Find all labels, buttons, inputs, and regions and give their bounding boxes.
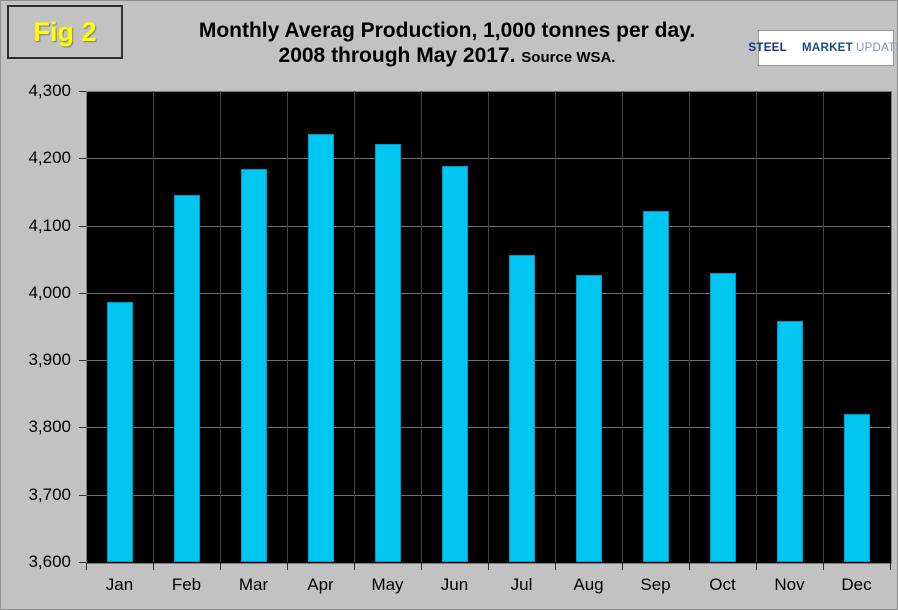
y-axis-tick-label: 4,300 bbox=[28, 81, 71, 100]
x-axis-tick-label: Mar bbox=[238, 575, 269, 594]
bar-sep bbox=[642, 210, 669, 562]
x-axis-tick-mark bbox=[354, 563, 355, 570]
x-axis-tick-label: Apr bbox=[307, 575, 334, 594]
chart-title-line2: 2008 through May 2017. Source WSA. bbox=[129, 43, 765, 70]
y-axis-tick-label: 3,700 bbox=[28, 484, 71, 504]
bar-apr bbox=[307, 134, 334, 562]
gridline-vertical bbox=[287, 91, 288, 562]
x-axis-tick-mark bbox=[421, 563, 422, 570]
gridline-vertical bbox=[220, 91, 221, 562]
x-axis-tick-label: Sep bbox=[640, 575, 671, 594]
bar-jun bbox=[441, 166, 468, 562]
steel-market-update-logo: STEEL MARKET UPDATE bbox=[748, 30, 897, 66]
gridline-vertical bbox=[421, 91, 422, 562]
y-axis-tick-mark bbox=[79, 225, 86, 227]
bar-jul bbox=[508, 255, 535, 562]
y-axis-tick-mark bbox=[79, 360, 86, 362]
x-axis-tick-label: Jul bbox=[510, 575, 533, 594]
x-axis-tick-label: Oct bbox=[709, 575, 736, 594]
y-axis-tick-label: 4,000 bbox=[28, 282, 71, 302]
x-axis-tick-mark bbox=[756, 563, 757, 570]
x-axis-tick-mark bbox=[622, 563, 623, 570]
x-axis-tick-label: Aug bbox=[573, 575, 604, 594]
y-axis-tick-label: 3,600 bbox=[28, 552, 71, 571]
x-axis-tick-label: Jun bbox=[440, 575, 469, 594]
bar-mar bbox=[240, 169, 267, 562]
x-axis-tick-mark bbox=[890, 563, 891, 570]
figure-label-box: Fig 2 bbox=[7, 5, 123, 59]
bar-nov bbox=[776, 321, 803, 562]
y-axis-tick-label: 4,200 bbox=[28, 148, 71, 168]
y-axis-tick-mark bbox=[79, 494, 86, 496]
figure-label: Fig 2 bbox=[33, 16, 97, 47]
bar-oct bbox=[709, 272, 736, 562]
gridline-vertical bbox=[153, 91, 154, 562]
gridline-vertical bbox=[823, 91, 824, 562]
bar-aug bbox=[575, 274, 602, 562]
crescent-icon bbox=[785, 31, 807, 66]
logo-steel-text: STEEL bbox=[748, 42, 787, 54]
logo-update-text: UPDATE bbox=[855, 42, 897, 54]
bar-dec bbox=[843, 413, 870, 562]
y-axis-tick-mark bbox=[79, 292, 86, 294]
x-axis-tick-mark bbox=[220, 563, 221, 570]
gridline-vertical bbox=[555, 91, 556, 562]
gridline-vertical bbox=[689, 91, 690, 562]
x-axis-tick-label: Nov bbox=[774, 575, 805, 594]
bar-jan bbox=[106, 302, 133, 562]
chart-title: Monthly Averag Production, 1,000 tonnes … bbox=[129, 18, 765, 70]
x-axis-tick-mark bbox=[555, 563, 556, 570]
x-axis-tick-mark bbox=[153, 563, 154, 570]
y-axis-tick-label: 3,900 bbox=[28, 350, 71, 370]
chart-title-line1: Monthly Averag Production, 1,000 tonnes … bbox=[198, 19, 696, 42]
gridline-vertical bbox=[756, 91, 757, 562]
x-axis-tick-label: Jan bbox=[105, 575, 134, 594]
bar-may bbox=[374, 144, 401, 562]
bar-feb bbox=[173, 194, 200, 562]
chart-title-source: Source WSA. bbox=[521, 49, 616, 66]
gridline-vertical bbox=[354, 91, 355, 562]
chart-title-period: 2008 through May 2017. bbox=[278, 44, 516, 67]
logo-market-text: MARKET bbox=[801, 42, 853, 54]
x-axis-tick-mark bbox=[823, 563, 824, 570]
x-axis-tick-label: May bbox=[371, 575, 404, 594]
y-axis-tick-mark bbox=[79, 91, 86, 92]
x-axis-tick-mark bbox=[689, 563, 690, 570]
y-axis-tick-mark bbox=[79, 427, 86, 429]
y-axis-tick-label: 4,100 bbox=[28, 215, 71, 235]
x-axis-tick-label: Feb bbox=[171, 575, 202, 594]
gridline-vertical bbox=[622, 91, 623, 562]
gridline-vertical bbox=[488, 91, 489, 562]
y-axis-tick-mark bbox=[79, 158, 86, 160]
y-axis-tick-mark bbox=[79, 562, 86, 563]
x-axis-tick-label: Dec bbox=[841, 575, 872, 594]
plot-area bbox=[86, 91, 892, 564]
y-axis-tick-label: 3,800 bbox=[28, 417, 71, 437]
x-axis-tick-mark bbox=[488, 563, 489, 570]
x-axis-tick-mark bbox=[287, 563, 288, 570]
x-axis-tick-mark bbox=[86, 563, 87, 570]
